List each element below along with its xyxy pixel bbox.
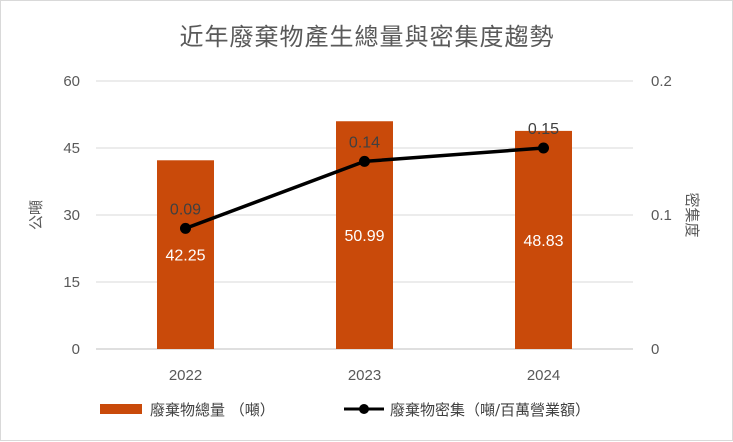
left-tick-label: 45 [63,140,80,157]
line-point [359,155,370,167]
legend-bar-swatch [100,404,142,414]
legend-bar-label: 廢棄物總量 （噸） [150,401,275,419]
left-axis-title: 公噸 [27,200,45,230]
right-tick-label: 0.1 [651,207,672,224]
bar-series: 42.25 50.99 48.83 [157,121,572,350]
left-tick-label: 0 [72,341,80,358]
right-tick-label: 0 [651,341,659,358]
left-tick-label: 30 [63,207,80,224]
legend-line-marker [359,404,369,414]
legend-line-label: 廢棄物密集（噸/百萬營業額） [390,401,590,419]
x-tick-label: 2023 [348,367,381,384]
bar-data-label: 50.99 [344,228,384,245]
line-point [180,222,191,234]
line-point [538,142,549,154]
line-data-label: 0.09 [170,201,201,218]
bar [157,160,214,349]
right-tick-label: 0.2 [651,73,672,90]
right-axis-title: 密集度 [683,192,701,237]
chart-title: 近年廢棄物產生總量與密集度趨勢 [180,23,555,51]
left-axis-ticks: 0 15 30 45 60 [63,73,80,358]
line-series: 0.09 0.14 0.15 [170,121,559,234]
left-tick-label: 15 [63,274,80,291]
legend: 廢棄物總量 （噸） 廢棄物密集（噸/百萬營業額） [100,401,590,419]
x-tick-label: 2024 [527,367,560,384]
left-tick-label: 60 [63,73,80,90]
line-data-label: 0.15 [528,121,559,138]
bar [515,130,572,349]
bar-data-label: 48.83 [523,233,563,250]
line-data-label: 0.14 [349,134,380,151]
x-axis-ticks: 2022 2023 2024 [169,367,560,384]
x-tick-label: 2022 [169,367,202,384]
bar-data-label: 42.25 [165,248,205,265]
right-axis-ticks: 0 0.1 0.2 [651,73,672,358]
